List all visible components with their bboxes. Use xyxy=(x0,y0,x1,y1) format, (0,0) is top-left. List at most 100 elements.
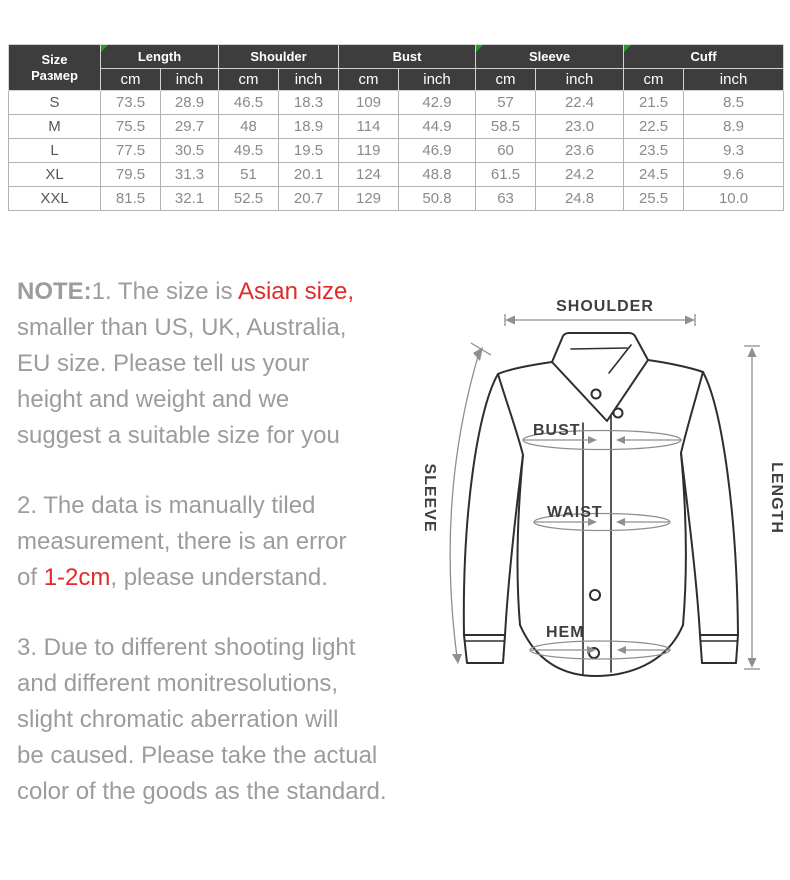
value-cell: 114 xyxy=(338,114,400,139)
value-cell: 124 xyxy=(338,162,400,187)
arrowhead-icon xyxy=(685,315,695,325)
note-paragraph: NOTE:1. The size is Asian size, smaller t… xyxy=(17,274,447,454)
size-cell: XL xyxy=(8,162,101,187)
value-cell: 75.5 xyxy=(100,114,161,139)
collar-button-icon xyxy=(612,407,624,419)
group-header-length: Length xyxy=(99,44,220,69)
value-cell: 25.5 xyxy=(623,186,685,211)
measurement-guides xyxy=(449,314,760,670)
header-row-units: cm inch cm inch cm inch cm inch cm inch xyxy=(9,68,785,91)
table-body: S 73.5 28.9 46.5 18.3 109 42.9 57 22.4 21.5 8.5 M 75… xyxy=(8,90,785,211)
value-cell: 32.1 xyxy=(159,186,220,211)
note-text: slight chromatic aberration will xyxy=(17,706,339,733)
value-cell: 77.5 xyxy=(100,138,161,163)
unit-header-cm: cm xyxy=(218,68,280,91)
note-text: measurement, there is an error xyxy=(17,528,347,555)
arrowhead-icon xyxy=(747,347,757,357)
unit-header-cm: cm xyxy=(100,68,161,91)
arrowhead-icon xyxy=(588,436,597,444)
note-line: be caused. Please take the actual xyxy=(17,738,447,774)
note-text: color of the goods as the standard. xyxy=(17,778,387,805)
shirt-measurement-diagram: SHOULDER BUST WAIST HEM SLEEVE LENGTH xyxy=(400,283,790,703)
placket-button-icon xyxy=(589,589,601,601)
note-text: and different monitresolutions, xyxy=(17,670,339,697)
unit-header-inch: inch xyxy=(278,68,340,91)
value-cell: 18.3 xyxy=(278,90,340,115)
value-cell: 129 xyxy=(338,186,400,211)
excel-corner-marker-icon xyxy=(476,45,484,52)
arrowhead-icon xyxy=(617,646,626,654)
value-cell: 109 xyxy=(338,90,400,115)
excel-corner-marker-icon xyxy=(101,45,108,52)
note-line: NOTE:1. The size is Asian size, xyxy=(17,274,447,310)
value-cell: 9.3 xyxy=(683,138,785,163)
size-column-header-en: Size xyxy=(41,51,68,67)
value-cell: 48 xyxy=(218,114,280,139)
note-text: NOTE: xyxy=(17,278,92,305)
group-header-shoulder: Shoulder xyxy=(218,44,340,69)
waist-label: WAIST xyxy=(547,504,603,521)
value-cell: 60 xyxy=(475,138,537,163)
note-text: , please understand. xyxy=(110,564,328,591)
note-line: smaller than US, UK, Australia, xyxy=(17,310,447,346)
notes-section: NOTE:1. The size is Asian size, smaller t… xyxy=(17,274,447,844)
unit-header-inch: inch xyxy=(398,68,477,91)
note-text: be caused. Please take the actual xyxy=(17,742,378,769)
value-cell: 24.2 xyxy=(535,162,625,187)
value-cell: 44.9 xyxy=(398,114,477,139)
value-cell: 63 xyxy=(475,186,537,211)
size-chart-table: Size Размер Length Shoulder Bust Sleeve Cuff cm… xyxy=(8,44,785,211)
value-cell: 22.4 xyxy=(535,90,625,115)
value-cell: 58.5 xyxy=(475,114,537,139)
note-text: height and weight and we xyxy=(17,386,290,413)
size-cell: S xyxy=(8,90,101,115)
group-header-sleeve: Sleeve xyxy=(475,44,625,69)
group-header-cuff: Cuff xyxy=(623,44,785,69)
value-cell: 46.9 xyxy=(398,138,477,163)
shoulder-label: SHOULDER xyxy=(556,298,654,315)
arrowhead-icon xyxy=(587,646,596,654)
excel-corner-marker-icon xyxy=(624,45,632,52)
unit-header-cm: cm xyxy=(475,68,537,91)
table-row: S 73.5 28.9 46.5 18.3 109 42.9 57 22.4 21.5 8.5 xyxy=(8,90,785,115)
note-line: slight chromatic aberration will xyxy=(17,702,447,738)
highlighted-text: 1-2cm xyxy=(43,564,111,591)
value-cell: 29.7 xyxy=(159,114,220,139)
size-cell: L xyxy=(8,138,101,163)
value-cell: 31.3 xyxy=(159,162,220,187)
note-line: of 1-2cm, please understand. xyxy=(17,560,447,596)
arrowhead-icon xyxy=(616,436,625,444)
group-header-label: Bust xyxy=(392,49,422,64)
value-cell: 10.0 xyxy=(683,186,785,211)
arrowhead-icon xyxy=(473,347,483,361)
group-header-label: Sleeve xyxy=(528,49,571,64)
note-line: EU size. Please tell us your xyxy=(17,346,447,382)
note-line: height and weight and we xyxy=(17,382,447,418)
value-cell: 23.5 xyxy=(623,138,685,163)
value-cell: 79.5 xyxy=(100,162,161,187)
value-cell: 119 xyxy=(338,138,400,163)
value-cell: 20.7 xyxy=(278,186,340,211)
sleeve-arrow xyxy=(449,352,480,658)
value-cell: 8.5 xyxy=(683,90,785,115)
value-cell: 30.5 xyxy=(159,138,220,163)
value-cell: 81.5 xyxy=(100,186,161,211)
group-header-label: Shoulder xyxy=(250,49,307,64)
group-header-label: Length xyxy=(137,49,182,64)
value-cell: 49.5 xyxy=(218,138,280,163)
group-header-label: Cuff xyxy=(690,49,717,64)
value-cell: 73.5 xyxy=(100,90,161,115)
unit-header-cm: cm xyxy=(338,68,400,91)
hem-label: HEM xyxy=(546,624,585,641)
header-row-groups: Size Размер Length Shoulder Bust Sleeve Cuff xyxy=(8,44,785,91)
value-cell: 50.8 xyxy=(398,186,477,211)
value-cell: 48.8 xyxy=(398,162,477,187)
value-cell: 9.6 xyxy=(683,162,785,187)
note-text: 1. The size is xyxy=(91,278,238,305)
value-cell: 22.5 xyxy=(623,114,685,139)
table-row: M 75.5 29.7 48 18.9 114 44.9 58.5 23.0 22.5 8.9 xyxy=(8,114,785,139)
value-cell: 20.1 xyxy=(278,162,340,187)
value-cell: 28.9 xyxy=(159,90,220,115)
value-cell: 42.9 xyxy=(398,90,477,115)
table-row: L 77.5 30.5 49.5 19.5 119 46.9 60 23.6 23.5 9.3 xyxy=(8,138,785,163)
